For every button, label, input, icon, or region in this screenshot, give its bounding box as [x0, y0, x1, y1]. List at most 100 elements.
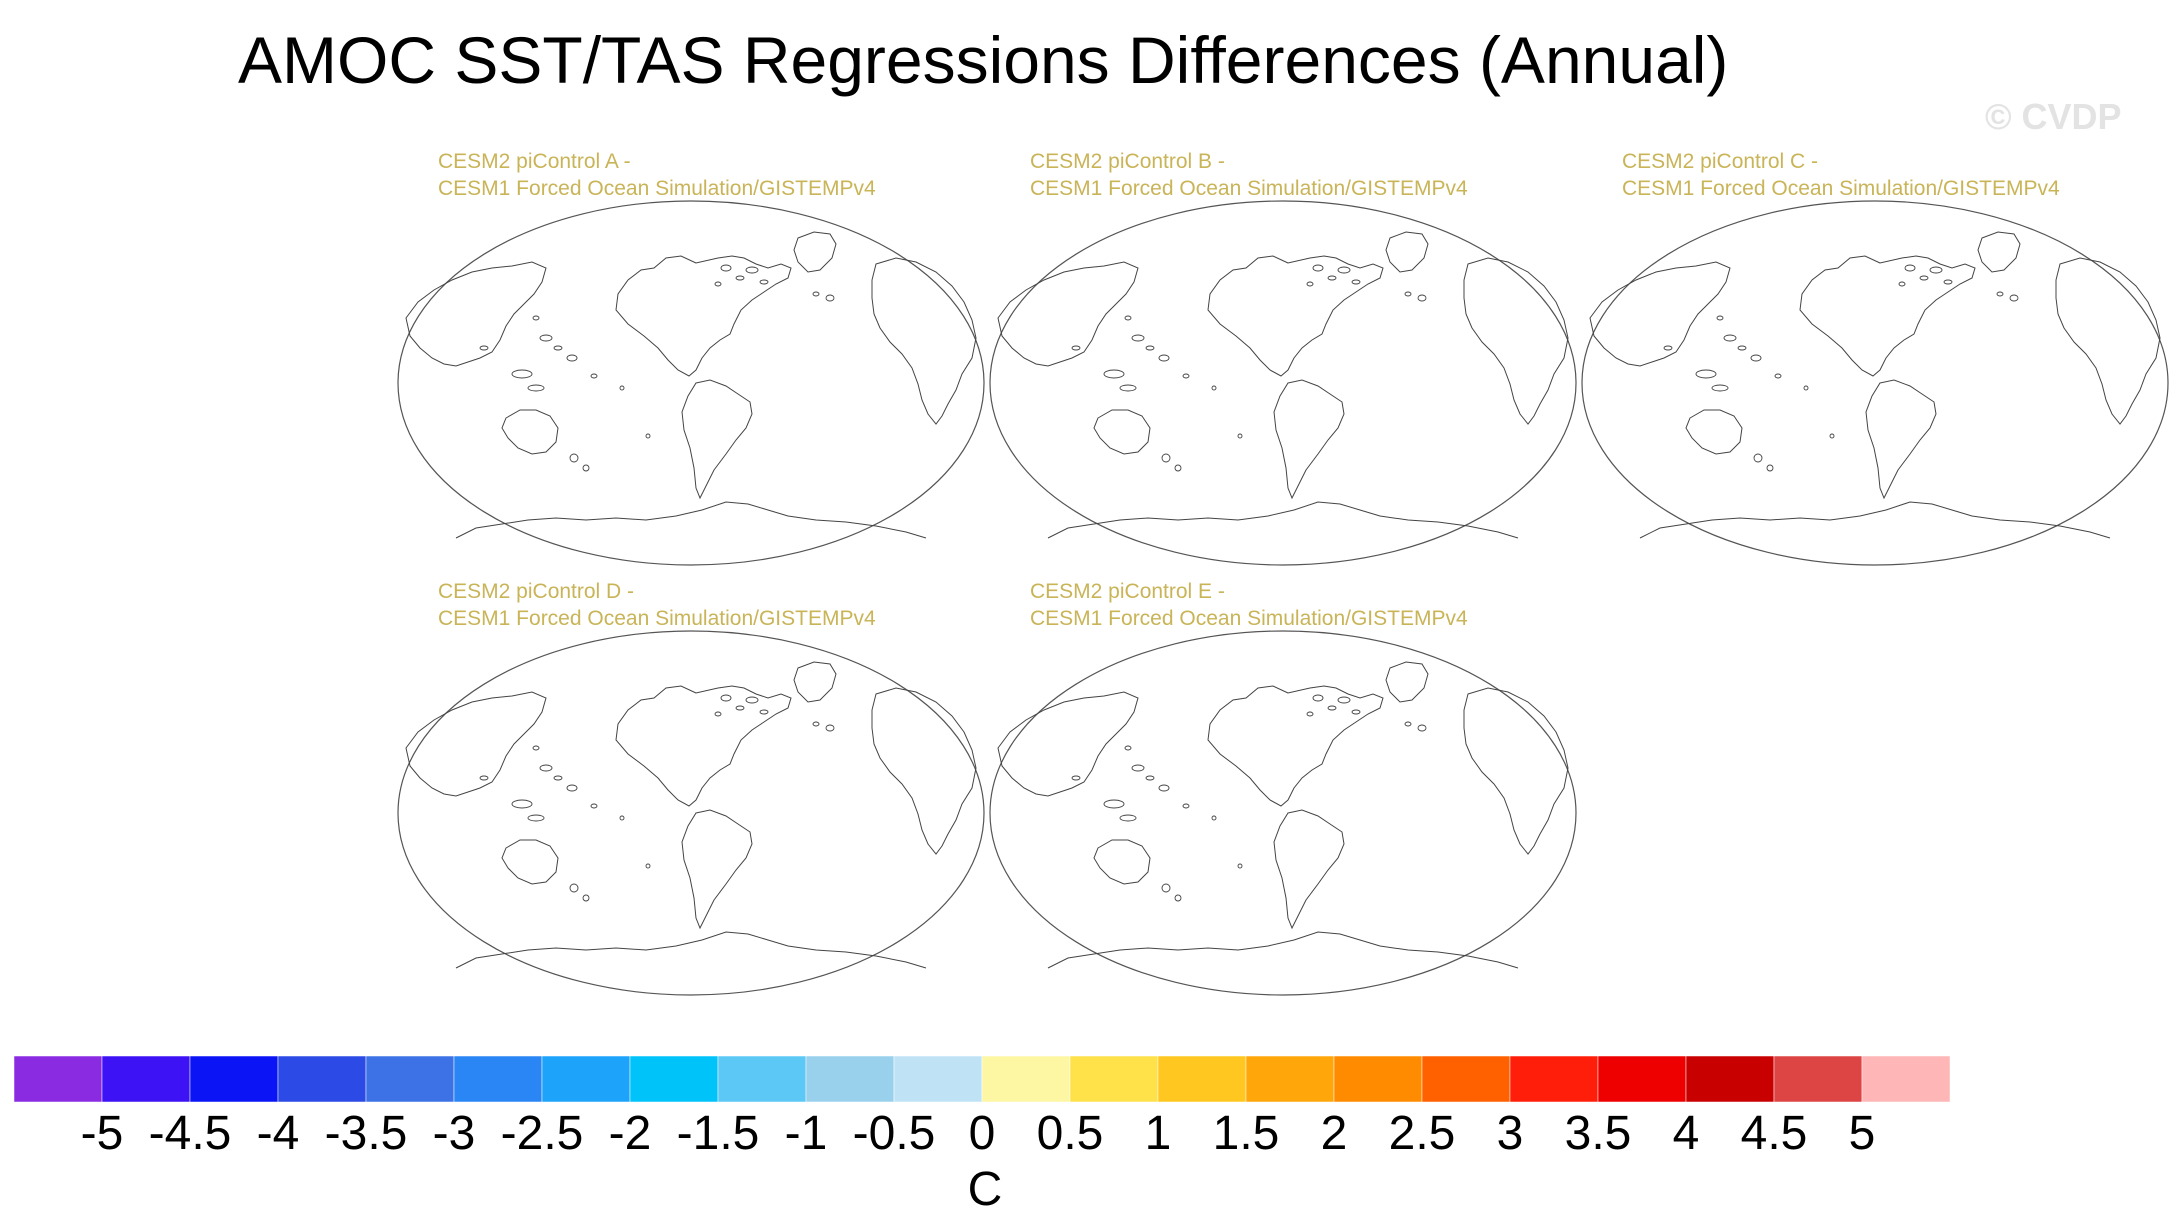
- colorbar-tick-label: 3: [1496, 1107, 1524, 1160]
- panel-title-line2: CESM1 Forced Ocean Simulation/GISTEMPv4: [438, 607, 876, 630]
- island: [1695, 369, 1717, 379]
- island: [1766, 464, 1774, 472]
- island: [1337, 696, 1351, 704]
- island: [1145, 775, 1155, 781]
- island: [735, 275, 745, 281]
- colorbar-tick-label: 1: [1144, 1107, 1172, 1160]
- coastline: [681, 809, 753, 930]
- island: [714, 281, 722, 287]
- colorbar-swatch: [1773, 1056, 1863, 1102]
- coastline: [793, 231, 837, 273]
- island: [1237, 433, 1243, 439]
- watermark: © CVDP: [1985, 96, 2122, 137]
- island: [2009, 294, 2019, 302]
- island: [1898, 281, 1906, 287]
- island: [1417, 724, 1427, 732]
- coastline: [1093, 839, 1151, 885]
- coastline: [1385, 661, 1429, 703]
- panel-title: CESM2 piControl D - CESM1 Forced Ocean S…: [438, 578, 876, 632]
- coastline: [793, 661, 837, 703]
- coastline: [1639, 501, 2111, 539]
- island: [582, 894, 590, 902]
- island: [645, 863, 651, 869]
- island: [1124, 315, 1132, 321]
- coastline: [1207, 255, 1384, 377]
- world-map: [1581, 200, 2169, 566]
- island: [1404, 721, 1412, 727]
- coastline: [455, 931, 927, 969]
- island: [735, 705, 745, 711]
- colorbar-swatch: [1597, 1056, 1687, 1102]
- colorbar-tick-label: -3.5: [324, 1107, 408, 1160]
- colorbar-tick-labels: -5 -4.5 -4 -3.5 -3 -2.5 -2 -1.5 -1 -0.5 0 0.5 1 1.5 2 2…: [0, 1106, 2178, 1166]
- colorbar-tick-label: 2.5: [1388, 1107, 1456, 1160]
- colorbar-tick-label: 0.5: [1036, 1107, 1104, 1160]
- island: [1663, 345, 1673, 351]
- island: [582, 464, 590, 472]
- island: [1103, 369, 1125, 379]
- map-frame: [1581, 200, 2169, 566]
- colorbar-tick-label: -2: [608, 1107, 652, 1160]
- colorbar-swatch: [717, 1056, 807, 1102]
- island: [720, 264, 732, 272]
- island: [532, 315, 540, 321]
- colorbar-swatch: [1333, 1056, 1423, 1102]
- island: [1723, 334, 1737, 342]
- panel-title: CESM2 piControl A - CESM1 Forced Ocean S…: [438, 148, 876, 202]
- colorbar-swatch: [277, 1056, 367, 1102]
- colorbar-tick-label: 2: [1320, 1107, 1348, 1160]
- colorbar-swatch: [14, 1056, 103, 1102]
- island: [590, 373, 598, 379]
- island: [1237, 863, 1243, 869]
- coastline: [871, 257, 977, 425]
- island: [1119, 384, 1137, 392]
- island: [479, 345, 489, 351]
- coastline: [997, 691, 1139, 797]
- island: [590, 803, 598, 809]
- island: [566, 784, 578, 792]
- coastline: [1047, 931, 1519, 969]
- island: [1211, 815, 1217, 821]
- coastline: [1589, 261, 1731, 367]
- island: [1404, 291, 1412, 297]
- colorbar-swatch: [1157, 1056, 1247, 1102]
- island: [812, 291, 820, 297]
- coastline: [1463, 257, 1569, 425]
- island: [569, 883, 579, 893]
- coastline: [1273, 809, 1345, 930]
- world-map: [397, 200, 985, 566]
- island: [539, 334, 553, 342]
- island: [532, 745, 540, 751]
- island: [1306, 711, 1314, 717]
- colorbar-tick-label: -3: [432, 1107, 476, 1160]
- colorbar-tick-label: 4.5: [1740, 1107, 1808, 1160]
- colorbar-swatch: [629, 1056, 719, 1102]
- island: [1753, 453, 1763, 463]
- island: [1131, 764, 1145, 772]
- panel-title-line2: CESM1 Forced Ocean Simulation/GISTEMPv4: [1030, 607, 1468, 630]
- coastline: [1799, 255, 1976, 377]
- map-panel-d: CESM2 piControl D - CESM1 Forced Ocean S…: [396, 578, 986, 998]
- island: [539, 764, 553, 772]
- coastline: [1385, 231, 1429, 273]
- island: [1829, 433, 1835, 439]
- island: [1071, 775, 1081, 781]
- colorbar-tick-label: -4.5: [148, 1107, 232, 1160]
- island: [511, 799, 533, 809]
- colorbar-swatch: [1509, 1056, 1599, 1102]
- world-map: [989, 630, 1577, 996]
- coastline: [1977, 231, 2021, 273]
- island: [1312, 264, 1324, 272]
- island: [720, 694, 732, 702]
- colorbar-tick-label: -0.5: [852, 1107, 936, 1160]
- island: [1327, 275, 1337, 281]
- panel-title-line1: CESM2 piControl C -: [1622, 150, 1819, 173]
- island: [1312, 694, 1324, 702]
- island: [1161, 883, 1171, 893]
- island: [1161, 453, 1171, 463]
- island: [1750, 354, 1762, 362]
- colorbar-swatch: [453, 1056, 543, 1102]
- island: [553, 775, 563, 781]
- island: [1182, 803, 1190, 809]
- colorbar-swatch: [893, 1056, 983, 1102]
